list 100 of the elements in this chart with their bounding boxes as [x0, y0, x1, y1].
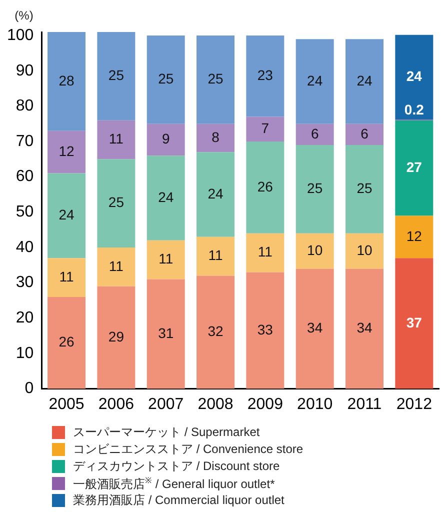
bar: [48, 296, 86, 389]
data-label: 31: [158, 324, 174, 341]
data-label: 11: [59, 268, 74, 284]
data-label: 25: [108, 194, 124, 210]
data-label: 24: [307, 72, 323, 88]
y-tick-label: 40: [16, 238, 34, 256]
data-label: 25: [108, 67, 124, 84]
y-tick-label: 70: [16, 132, 34, 150]
bar: [246, 272, 284, 389]
legend-label: 一般酒販売店$^{※}$ / General liquor outlet*: [73, 475, 275, 493]
data-label: 8: [212, 128, 220, 145]
data-label: 6: [360, 125, 369, 142]
data-label: 10: [356, 242, 372, 258]
bar: [246, 142, 284, 234]
bar: [146, 240, 185, 280]
legend-label: 業務用酒販店 / Commercial liquor outlet: [73, 492, 284, 509]
bar: [296, 145, 334, 234]
y-tick-label: 0: [24, 380, 34, 398]
data-label: 24: [356, 72, 372, 88]
data-label: 24: [208, 185, 224, 202]
bar: [346, 145, 384, 234]
data-label: 12: [406, 228, 422, 244]
data-label: 25: [208, 70, 224, 87]
y-tick-label: 30: [16, 274, 34, 292]
bar: [196, 276, 235, 389]
bar: [97, 159, 136, 248]
bar: [97, 120, 136, 160]
bar: [146, 279, 185, 389]
data-label: 26: [58, 334, 75, 350]
bar: [246, 116, 284, 142]
data-label: 11: [108, 130, 124, 147]
data-label: 32: [208, 323, 224, 340]
bar: [48, 258, 86, 297]
data-label: 29: [108, 328, 124, 344]
x-tick-label: 2011: [347, 396, 382, 413]
bar: [346, 39, 384, 124]
bar: [146, 156, 185, 240]
bar: [48, 173, 86, 258]
data-label: 37: [406, 314, 422, 330]
bar: [97, 286, 136, 389]
x-tick-label: 2012: [396, 396, 432, 413]
x-tick-label: 2008: [198, 396, 234, 413]
bar: [196, 236, 235, 276]
data-label: 25: [356, 180, 372, 196]
data-label: 34: [356, 320, 372, 336]
bar: [146, 124, 185, 156]
x-tick-label: 2009: [247, 396, 284, 413]
data-label: 33: [257, 321, 274, 338]
x-tick-label: 2007: [148, 396, 184, 413]
data-label: 11: [208, 247, 223, 264]
data-label: 24: [406, 68, 422, 84]
bar: [97, 247, 136, 286]
data-label: 23: [257, 67, 274, 84]
data-label: 24: [58, 206, 75, 223]
legend-label: コンビニエンスストア / Convenience store: [73, 441, 304, 458]
data-label: 12: [58, 142, 75, 159]
bar: [246, 233, 284, 272]
bar: [97, 32, 136, 120]
y-tick-label: 80: [16, 98, 34, 115]
data-label: 6: [310, 125, 319, 142]
x-tick-label: 2005: [48, 396, 84, 413]
data-label: 26: [257, 178, 274, 194]
data-label: 7: [261, 120, 270, 136]
data-label: 25: [307, 180, 323, 196]
data-label: 25: [158, 70, 174, 87]
y-tick-label: 20: [16, 310, 34, 327]
bar: [48, 32, 86, 131]
data-label: 11: [258, 244, 273, 260]
bar: [346, 233, 384, 269]
data-label: 34: [307, 320, 323, 336]
y-tick-label: 10: [16, 344, 34, 362]
data-label: 0.2: [404, 101, 424, 118]
y-axis-title: (%): [14, 8, 34, 22]
bar: [48, 130, 86, 174]
data-label: 11: [158, 250, 174, 267]
bar: [296, 39, 334, 124]
data-label: 10: [307, 242, 323, 258]
bar: [196, 152, 235, 237]
bar: [196, 36, 235, 124]
y-tick-label: 60: [16, 168, 34, 186]
legend-label: スーパーマーケット / Supermarket: [73, 424, 260, 441]
bar: [395, 34, 434, 120]
bar: [395, 258, 434, 389]
data-label: 27: [406, 158, 422, 175]
bar: [346, 124, 384, 146]
y-tick-label: 50: [16, 204, 34, 221]
data-label: 24: [158, 188, 174, 205]
bar: [395, 120, 434, 216]
bar: [196, 124, 235, 152]
bar: [146, 36, 185, 124]
y-tick-label: 100: [6, 26, 34, 44]
bar: [296, 233, 334, 269]
bar: [296, 268, 334, 389]
bar: [346, 268, 384, 389]
x-tick-label: 2010: [297, 396, 333, 413]
data-label: 11: [108, 258, 124, 274]
y-tick-label: 90: [16, 62, 34, 80]
legend-label: ディスカウントストア / Discount store: [73, 458, 280, 475]
data-label: 28: [58, 72, 75, 88]
x-tick-label: 2006: [98, 396, 134, 413]
